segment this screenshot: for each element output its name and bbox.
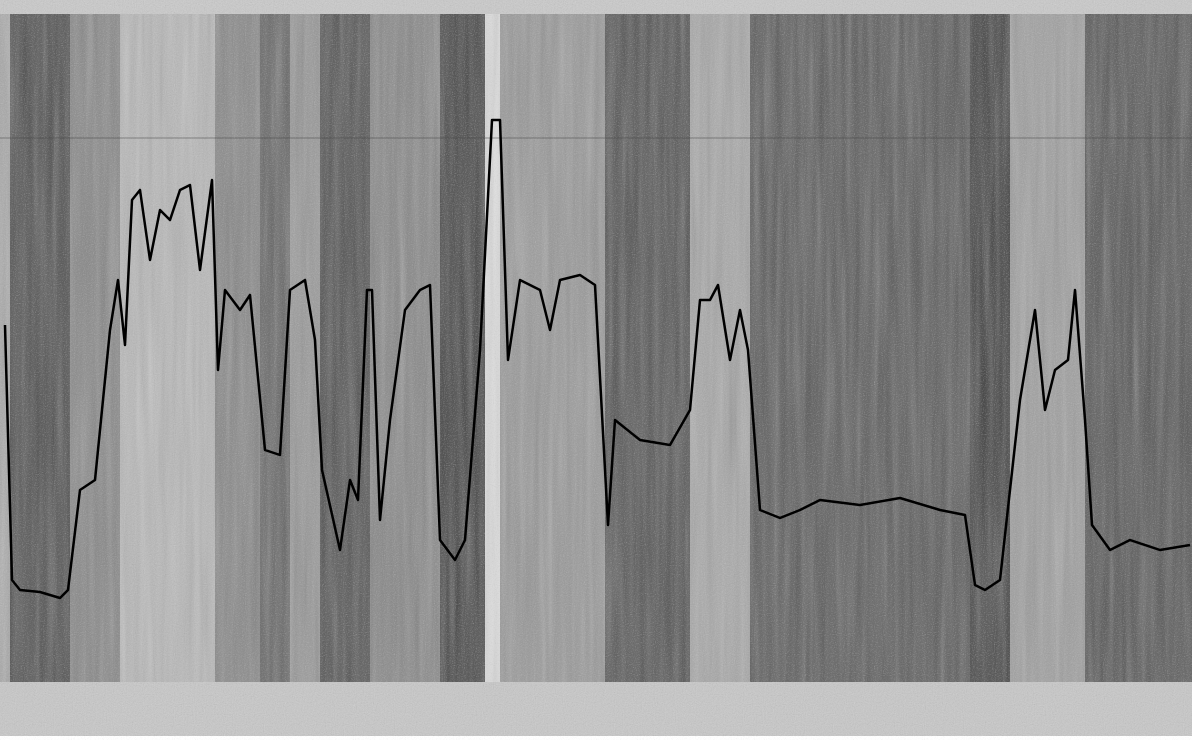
intensity-profile <box>3 118 1191 600</box>
streaks <box>0 14 1192 682</box>
